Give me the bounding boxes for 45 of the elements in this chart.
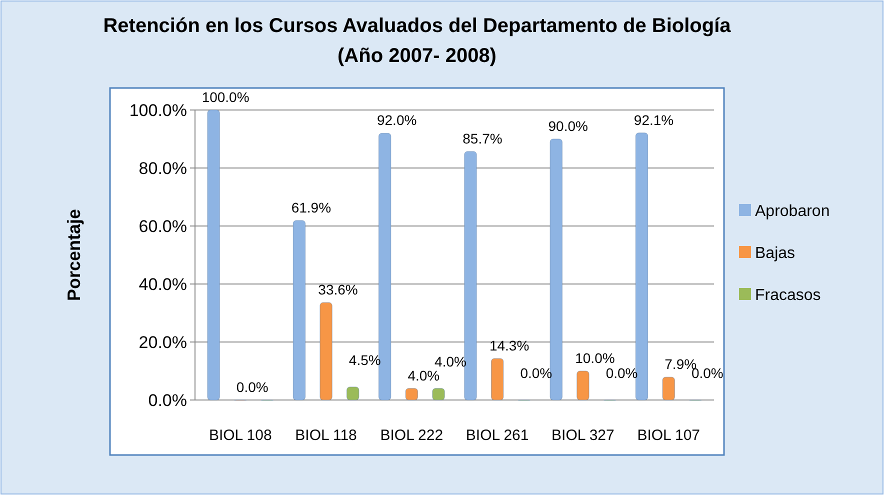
bar xyxy=(491,358,504,400)
x-tick-label: BIOL 107 xyxy=(637,427,700,444)
data-label: 33.6% xyxy=(318,282,358,298)
bar xyxy=(293,220,306,400)
data-label: 90.0% xyxy=(548,118,588,134)
data-label: 85.7% xyxy=(462,130,502,146)
bar xyxy=(320,302,332,400)
bar xyxy=(346,386,360,400)
data-label: 4.5% xyxy=(348,352,381,368)
bar xyxy=(405,388,418,400)
data-label: 0.0% xyxy=(520,365,552,381)
bar xyxy=(207,110,220,400)
data-label: 61.9% xyxy=(291,199,332,216)
data-label: 100.0% xyxy=(202,89,250,105)
data-label: 0.0% xyxy=(236,379,268,395)
bar xyxy=(662,376,675,400)
data-label: 14.3% xyxy=(489,338,530,354)
bar xyxy=(576,370,590,400)
data-label: 92.1% xyxy=(634,112,674,128)
data-label: 0.0% xyxy=(606,365,638,381)
legend-label: Fracasos xyxy=(755,287,821,304)
x-tick-label: BIOL 108 xyxy=(208,427,272,444)
bar xyxy=(432,388,445,400)
y-tick-label: 100.0% xyxy=(129,101,187,120)
x-tick-label: BIOL 327 xyxy=(552,427,614,444)
x-tick-label: BIOL 261 xyxy=(466,427,529,444)
y-tick-label: 20.0% xyxy=(138,333,187,352)
legend-label: Aprobaron xyxy=(755,203,830,220)
y-tick-label: 80.0% xyxy=(138,159,187,178)
data-label: 4.0% xyxy=(434,353,466,370)
bar xyxy=(550,138,562,400)
bar xyxy=(378,133,392,400)
y-tick-label: 40.0% xyxy=(138,275,187,294)
data-label: 4.0% xyxy=(408,367,440,384)
data-label: 10.0% xyxy=(575,350,615,366)
legend-label: Bajas xyxy=(755,245,796,262)
y-tick-label: 60.0% xyxy=(138,217,187,236)
x-tick-label: BIOL 222 xyxy=(380,427,444,444)
chart-title: Retención en los Cursos Avaluados del Departamento de Biología (Año 2007- 2008) xyxy=(103,15,732,67)
bar xyxy=(464,151,477,400)
x-tick-label: BIOL 118 xyxy=(295,427,357,444)
y-tick-label: 0.0% xyxy=(148,391,187,410)
y-axis-title: Porcentaje xyxy=(64,208,84,302)
data-label: 92.0% xyxy=(376,112,417,128)
bar xyxy=(636,132,648,400)
